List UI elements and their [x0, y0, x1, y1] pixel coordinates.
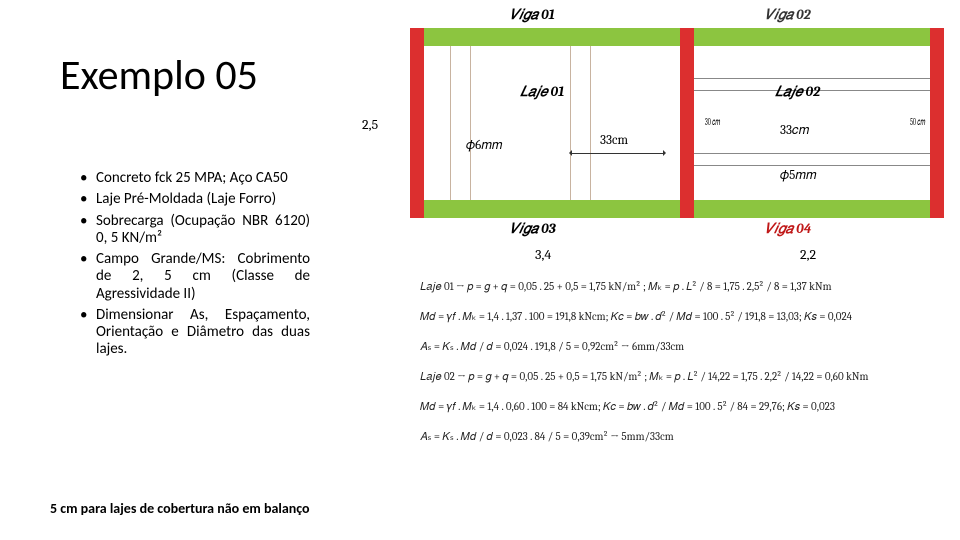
right-edge-dim: 50 𝑐𝑚	[910, 116, 925, 128]
formula-line: 𝑀𝑑 = 𝛾𝑓 . 𝑀ₖ = 1,4 . 1,37 . 100 = 191,8 …	[420, 310, 950, 324]
joist-line	[694, 165, 930, 166]
beam-label: 𝑉𝑖𝑔𝑎 04	[765, 220, 812, 237]
slab-diagram: 𝑉𝑖𝑔𝑎 01 𝑉𝑖𝑔𝑎 02 𝐿𝑎𝑗𝑒 01 𝐿𝑎𝑗𝑒 02 2,5 𝜙6𝑚𝑚…	[410, 28, 950, 238]
beam-label: 𝑉𝑖𝑔𝑎 03	[510, 220, 556, 237]
joist-line	[450, 46, 451, 200]
joist-line	[590, 46, 591, 200]
bullet-item: Sobrecarga (Ocupação NBR 6120) 0, 5 KN/m…	[80, 213, 310, 248]
beam-bar	[424, 200, 680, 218]
beam-bar	[694, 200, 930, 218]
column-pillar	[680, 28, 694, 218]
dimension-label: 2,5	[362, 116, 378, 133]
beam-label: 𝑉𝑖𝑔𝑎 01	[510, 6, 555, 23]
bullet-item: Laje Pré-Moldada (Laje Forro)	[80, 191, 310, 208]
bullet-list: Concreto fck 25 MPA; Aço CA50 Laje Pré-M…	[80, 170, 310, 363]
joist-line	[694, 78, 930, 79]
formula-line: 𝐴ₛ = 𝐾ₛ . 𝑀𝑑 / 𝑑 = 0,024 . 191,8 / 5 = 0…	[420, 340, 950, 354]
beam-bar	[694, 28, 930, 46]
footnote: 5 cm para lajes de cobertura não em bala…	[50, 500, 310, 517]
formula-line: 𝑀𝑑 = 𝛾𝑓 . 𝑀ₖ = 1,4 . 0,60 . 100 = 84 kNc…	[420, 400, 950, 414]
joist-line	[470, 46, 471, 200]
formula-line: 𝐿𝑎𝑗𝑒 01 → 𝑝 = 𝑔 + 𝑞 = 0,05 . 25 + 0,5 = …	[420, 280, 950, 294]
slab-label: 𝐿𝑎𝑗𝑒 01	[520, 83, 564, 100]
dimension-arrow	[570, 153, 665, 154]
page-title: Exemplo 05	[60, 50, 258, 101]
bullet-item: Dimensionar As, Espaçamento, Orientação …	[80, 307, 310, 359]
bullet-item: Concreto fck 25 MPA; Aço CA50	[80, 170, 310, 187]
beam-label: 𝑉𝑖𝑔𝑎 02	[765, 6, 811, 23]
column-pillar	[930, 28, 944, 218]
joist-line	[570, 46, 571, 200]
right-edge-dim: 30 𝑐𝑚	[705, 116, 720, 128]
slab-label: 𝐿𝑎𝑗𝑒 02	[775, 83, 820, 100]
spacing-label: 33𝑐𝑚	[780, 123, 809, 138]
span-dim: 3,4	[535, 246, 551, 263]
rebar-label: 𝜙5𝑚𝑚	[780, 168, 816, 183]
joist-line	[694, 153, 930, 154]
beam-bar	[424, 28, 680, 46]
bullet-item: Campo Grande/MS: Cobrimento de 2, 5 cm (…	[80, 251, 310, 303]
calculation-block: 𝐿𝑎𝑗𝑒 01 → 𝑝 = 𝑔 + 𝑞 = 0,05 . 25 + 0,5 = …	[420, 280, 950, 460]
rebar-label: 𝜙6𝑚𝑚	[466, 138, 502, 153]
column-pillar	[410, 28, 424, 218]
formula-line: 𝐿𝑎𝑗𝑒 02 → 𝑝 = 𝑔 + 𝑞 = 0,05 . 25 + 0,5 = …	[420, 370, 950, 384]
span-dim: 2,2	[800, 246, 816, 263]
formula-line: 𝐴ₛ = 𝐾ₛ . 𝑀𝑑 / 𝑑 = 0,023 . 84 / 5 = 0,39…	[420, 430, 950, 444]
spacing-label: 33cm	[600, 133, 628, 148]
